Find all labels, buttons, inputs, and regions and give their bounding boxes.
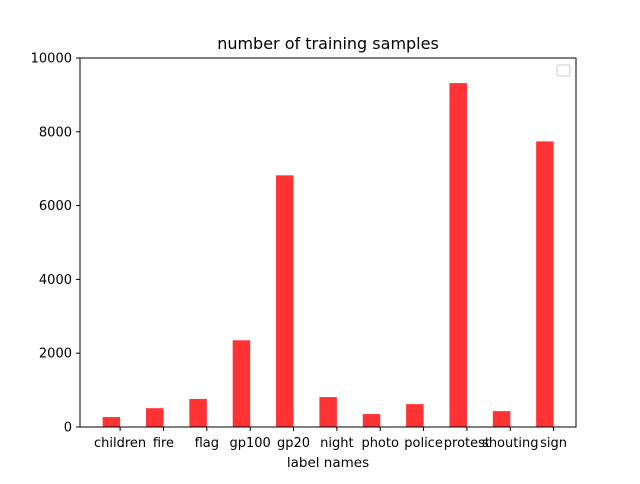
bar-shouting xyxy=(492,411,511,427)
legend-box xyxy=(556,64,571,77)
y-tick-label: 10000 xyxy=(31,52,72,67)
x-tick-label-shouting: shouting xyxy=(482,436,538,451)
x-tick-label-children: children xyxy=(94,436,146,451)
x-tick-label-gp100: gp100 xyxy=(229,436,270,451)
y-tick-label: 8000 xyxy=(39,125,72,140)
x-tick-label-gp20: gp20 xyxy=(277,436,310,451)
x-tick-label-protest: protest xyxy=(444,436,490,451)
bar-sign xyxy=(536,141,554,427)
y-tick-label: 0 xyxy=(64,421,72,436)
bar-flag xyxy=(189,398,207,427)
y-tick-label: 2000 xyxy=(39,347,72,362)
x-tick-label-sign: sign xyxy=(540,436,567,451)
x-tick-label-flag: flag xyxy=(195,436,219,451)
bar-gp100 xyxy=(232,340,251,427)
bar-fire xyxy=(146,408,164,427)
bar-police xyxy=(406,404,424,427)
axes-frame xyxy=(79,57,577,428)
y-tick-label: 6000 xyxy=(39,199,72,214)
x-tick-label-fire: fire xyxy=(153,436,174,451)
bar-photo xyxy=(362,414,381,427)
legend xyxy=(556,64,571,77)
chart-title: number of training samples xyxy=(217,34,439,53)
bar-children xyxy=(102,417,121,427)
x-tick-label-police: police xyxy=(404,436,443,451)
bar-protest xyxy=(449,83,467,427)
bar-gp20 xyxy=(276,175,294,427)
x-axis-label: label names xyxy=(287,455,369,471)
y-tick-label: 4000 xyxy=(39,273,72,288)
x-tick-label-night: night xyxy=(320,436,353,451)
x-tick-label-photo: photo xyxy=(361,436,399,451)
bar-night xyxy=(319,397,337,427)
